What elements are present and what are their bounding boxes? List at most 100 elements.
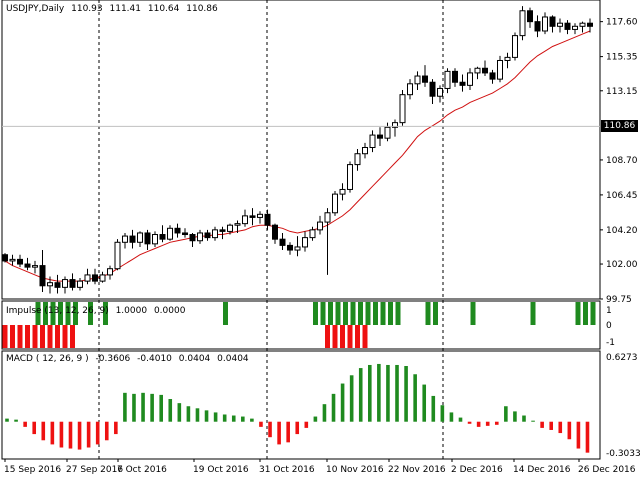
impulse-bar-bull [358, 302, 363, 325]
candle [332, 191, 338, 216]
macd-bar [585, 421, 590, 453]
macd-bar [177, 403, 182, 422]
impulse-bar-bull [583, 302, 588, 325]
impulse-bar-bull [530, 302, 536, 325]
impulse-bar-bull [328, 302, 333, 325]
candle-body [384, 126, 391, 139]
candle-body [39, 265, 46, 287]
macd-bar [286, 421, 290, 443]
macd-bar [5, 418, 9, 422]
candle [69, 273, 76, 291]
impulse-bar-bull [320, 302, 326, 325]
macd-bar [494, 421, 499, 425]
macd-bar [386, 364, 390, 422]
price-label: 106.45 [606, 191, 638, 201]
impulse-axis-label: -1 [606, 338, 615, 348]
impulse-bar-bull [433, 302, 438, 325]
impulse-bar-bear [355, 325, 360, 348]
candle-body [204, 232, 211, 239]
indicator-axes: 1 0 -1 0.6273 -0.3033 [606, 306, 640, 459]
candle-body [294, 246, 301, 251]
macd-bar [222, 414, 227, 422]
macd-bar [485, 421, 490, 426]
candle-body [459, 81, 466, 86]
candle-body [504, 56, 511, 61]
candle-body [182, 232, 188, 236]
candle-body [174, 227, 181, 234]
candle [32, 260, 38, 274]
candle-body [84, 274, 91, 282]
candle [144, 229, 151, 251]
candle-body [497, 59, 503, 80]
candle [152, 231, 158, 247]
impulse-bar-bear [362, 325, 368, 348]
impulse-bar-bear [17, 325, 23, 348]
candle [129, 229, 136, 249]
macd-bar [41, 421, 46, 441]
chart-frame [1, 0, 601, 460]
macd-bar [413, 374, 417, 422]
candle-body [482, 67, 488, 74]
candle [227, 223, 233, 235]
impulse-bar-bull [223, 302, 228, 325]
macd-bar [422, 384, 427, 422]
candle [249, 208, 256, 226]
macd-bar [467, 421, 472, 424]
candle-body [114, 241, 121, 270]
impulse-axis-label: 0 [606, 321, 612, 331]
price-label: 99.75 [606, 295, 632, 305]
candle-body [542, 16, 548, 32]
candle-body [122, 235, 128, 243]
candle-body [2, 254, 8, 262]
candle [422, 65, 428, 87]
candle-body [399, 94, 406, 124]
candle [174, 223, 181, 238]
impulse-bar-bear [332, 325, 338, 348]
time-label: 2 Dec 2016 [451, 465, 503, 475]
symbol-label: USDJPY,Daily [6, 4, 65, 14]
candle [459, 74, 466, 92]
candle-body [227, 224, 233, 232]
macd-bar [50, 421, 55, 445]
close-value: 110.86 [186, 4, 218, 14]
panel-border-3 [1, 350, 601, 460]
candle-body [77, 280, 83, 288]
macd-bar [77, 421, 82, 450]
candle [294, 236, 301, 257]
candle-body [287, 244, 293, 251]
candle-body [369, 134, 376, 149]
macd-bar [540, 421, 544, 428]
time-label: 15 Sep 2016 [4, 465, 61, 475]
candle [377, 127, 383, 146]
impulse-bar-bear [40, 325, 45, 348]
time-label: 19 Oct 2016 [193, 465, 249, 475]
time-label: 14 Dec 2016 [513, 465, 571, 475]
candle-body [527, 10, 533, 23]
candle-body [189, 234, 196, 242]
candle [452, 68, 458, 87]
impulse-bar-bull [373, 302, 378, 325]
time-label: 26 Dec 2016 [578, 465, 636, 475]
candle [317, 215, 323, 235]
macd-bar [476, 421, 481, 427]
candle [542, 12, 548, 35]
candle [219, 226, 226, 240]
macd-bar [114, 421, 118, 435]
candle-body [324, 212, 331, 223]
candle-body [47, 282, 53, 287]
macd-axis-label: 0.6273 [606, 353, 638, 363]
candle [347, 161, 353, 193]
candle-body [422, 75, 428, 83]
candle [17, 254, 23, 268]
impulse-bar-bull [58, 302, 63, 325]
candle [392, 119, 398, 137]
candlesticks [2, 6, 593, 294]
candle [579, 21, 586, 33]
macd-bar [313, 416, 318, 422]
price-label: 117.60 [606, 18, 638, 28]
macd-bar [86, 421, 91, 448]
macd-value-2: -0.4010 [137, 354, 172, 364]
impulse-bar-bear [10, 325, 15, 348]
